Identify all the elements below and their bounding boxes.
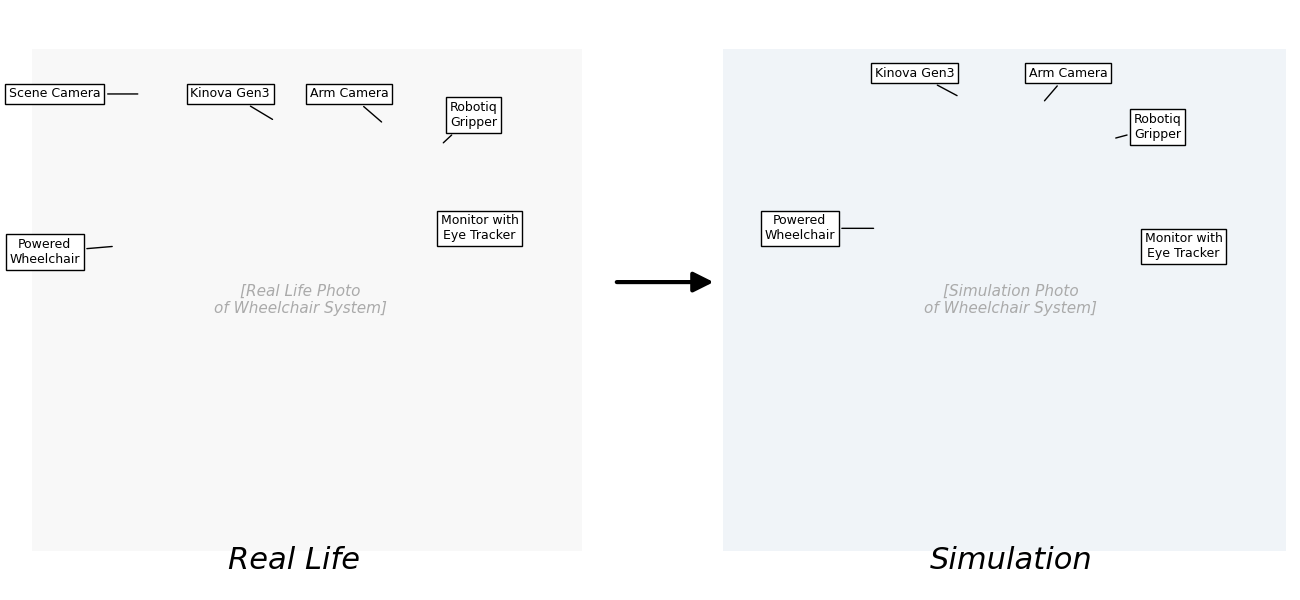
Text: Powered
Wheelchair: Powered Wheelchair bbox=[9, 238, 112, 266]
Text: Robotiq
Gripper: Robotiq Gripper bbox=[443, 101, 497, 143]
Text: Arm Camera: Arm Camera bbox=[309, 88, 389, 122]
Text: Powered
Wheelchair: Powered Wheelchair bbox=[764, 214, 874, 242]
Text: Monitor with
Eye Tracker: Monitor with Eye Tracker bbox=[441, 214, 519, 242]
FancyBboxPatch shape bbox=[31, 49, 582, 551]
FancyBboxPatch shape bbox=[723, 49, 1286, 551]
Text: Scene Camera: Scene Camera bbox=[9, 88, 138, 100]
Text: Kinova Gen3: Kinova Gen3 bbox=[875, 67, 957, 95]
Text: [Real Life Photo
of Wheelchair System]: [Real Life Photo of Wheelchair System] bbox=[214, 284, 387, 316]
Text: Robotiq
Gripper: Robotiq Gripper bbox=[1115, 113, 1182, 141]
Text: Simulation: Simulation bbox=[930, 546, 1092, 575]
Text: Kinova Gen3: Kinova Gen3 bbox=[190, 88, 273, 119]
Text: [Simulation Photo
of Wheelchair System]: [Simulation Photo of Wheelchair System] bbox=[924, 284, 1097, 316]
Text: Arm Camera: Arm Camera bbox=[1028, 67, 1108, 101]
Text: Real Life: Real Life bbox=[227, 546, 360, 575]
Text: Monitor with
Eye Tracker: Monitor with Eye Tracker bbox=[1144, 232, 1222, 260]
